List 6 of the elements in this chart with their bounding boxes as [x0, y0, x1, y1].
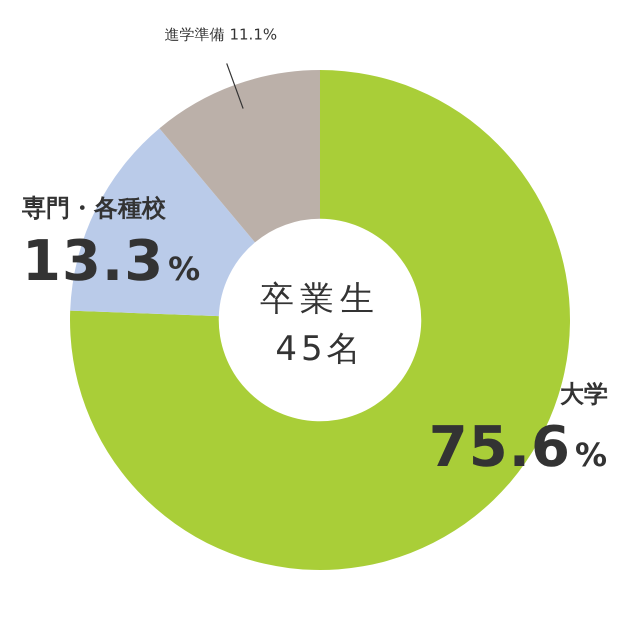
data-label: 13.3%	[22, 229, 202, 294]
slice-label: 専門・各種校	[21, 194, 167, 222]
slice-label: 進学準備 11.1%	[164, 25, 278, 44]
text: 45名	[275, 329, 365, 369]
text: 卒業生	[260, 279, 380, 319]
slice-label: 大学	[560, 380, 608, 408]
